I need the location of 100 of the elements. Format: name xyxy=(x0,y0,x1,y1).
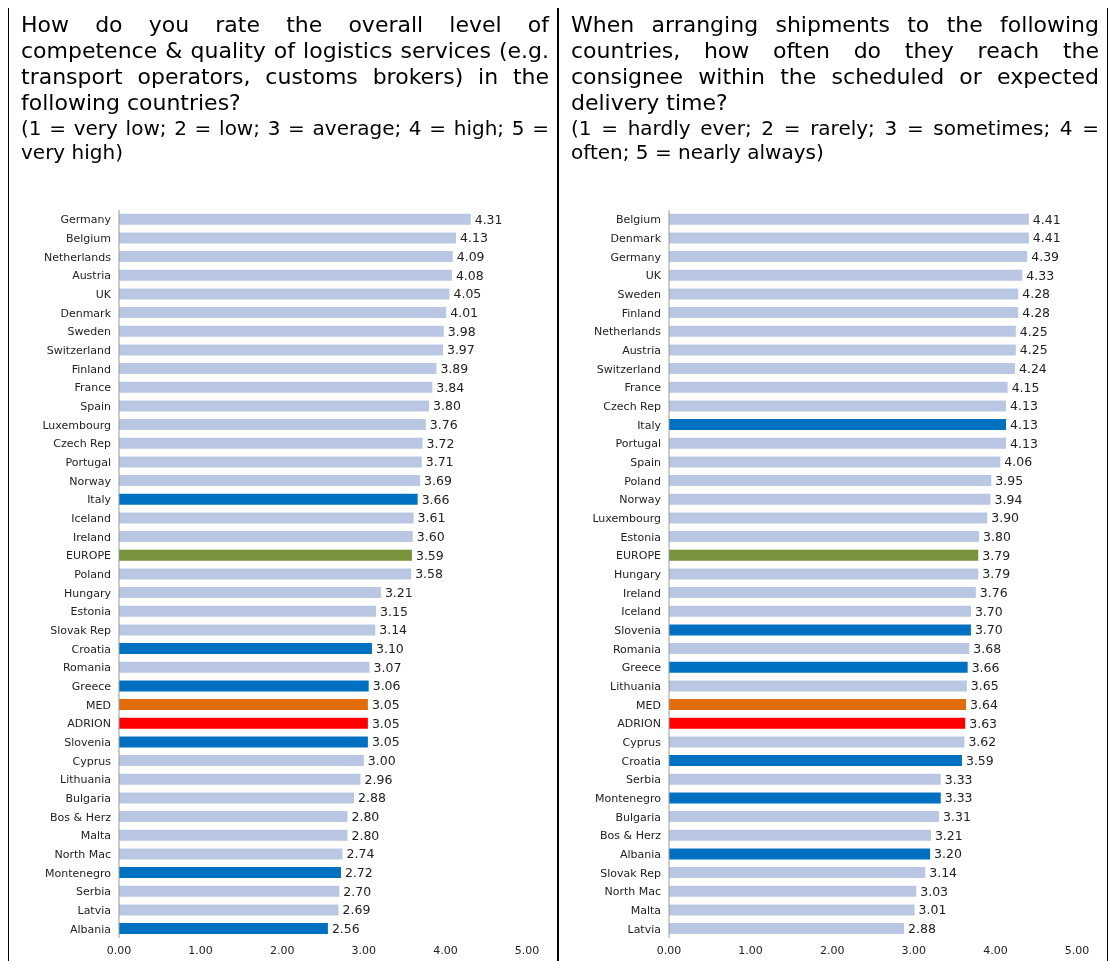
data-label: 3.79 xyxy=(982,547,1011,563)
y-tick-label: ADRION xyxy=(617,717,661,731)
bar xyxy=(669,531,980,543)
bar xyxy=(119,717,368,729)
x-tick-label: 4.00 xyxy=(433,943,458,957)
bar xyxy=(669,549,979,561)
y-tick-label: Luxembourg xyxy=(592,511,661,525)
bar xyxy=(119,699,368,711)
data-label: 2.88 xyxy=(358,790,386,806)
bar xyxy=(119,325,444,337)
bar xyxy=(669,288,1019,300)
y-tick-label: Estonia xyxy=(70,605,111,619)
bar xyxy=(119,773,361,785)
y-tick-label: Ireland xyxy=(72,530,111,544)
bar xyxy=(669,213,1029,225)
data-label: 3.76 xyxy=(429,416,458,432)
y-tick-label: Austria xyxy=(622,343,661,357)
x-tick-label: 0.00 xyxy=(106,943,132,957)
bar xyxy=(119,755,364,767)
y-tick-label: Estonia xyxy=(620,530,661,544)
y-tick-label: Hungary xyxy=(64,586,112,600)
y-tick-label: Finland xyxy=(71,362,111,376)
bar xyxy=(119,400,430,412)
y-tick-label: Slovenia xyxy=(64,735,111,749)
data-label: 3.68 xyxy=(973,640,1002,656)
x-tick-label: 1.00 xyxy=(188,943,213,957)
y-tick-label: Serbia xyxy=(75,885,111,899)
y-tick-label: Finland xyxy=(621,306,661,320)
x-tick-label: 3.00 xyxy=(351,943,377,957)
bar xyxy=(119,923,328,935)
x-tick-label: 2.00 xyxy=(269,943,295,957)
data-label: 4.39 xyxy=(1031,248,1060,264)
bar xyxy=(669,344,1016,356)
bar xyxy=(119,437,423,449)
chart-subtitle: (1 = hardly ever; 2 = rarely; 3 = sometimes; 4 = often; 5 = nearly always) xyxy=(571,116,1099,164)
y-tick-label: France xyxy=(74,381,112,395)
y-tick-label: Portugal xyxy=(615,437,661,451)
x-tick-label: 5.00 xyxy=(514,943,540,957)
y-tick-label: Germany xyxy=(610,250,662,264)
bar xyxy=(669,325,1016,337)
bar xyxy=(119,456,422,468)
data-label: 3.60 xyxy=(416,528,445,544)
y-tick-label: Poland xyxy=(624,474,661,488)
data-label: 4.33 xyxy=(1026,267,1055,283)
y-tick-label: Greece xyxy=(621,661,662,675)
bar xyxy=(669,363,1015,375)
y-tick-label: Spain xyxy=(80,399,112,413)
bar xyxy=(119,531,413,543)
data-label: 3.84 xyxy=(436,379,465,395)
y-tick-label: Spain xyxy=(630,455,662,469)
y-tick-label: EUROPE xyxy=(66,549,112,563)
y-tick-label: Bulgaria xyxy=(65,791,111,805)
bar xyxy=(669,400,1007,412)
y-tick-label: Latvia xyxy=(77,903,111,917)
y-tick-label: Serbia xyxy=(625,773,661,787)
data-label: 2.74 xyxy=(346,846,375,862)
data-label: 4.28 xyxy=(1022,304,1051,320)
data-label: 4.24 xyxy=(1018,360,1047,376)
bar xyxy=(669,251,1028,263)
data-label: 2.80 xyxy=(351,808,380,824)
bar xyxy=(119,251,453,263)
y-tick-label: Denmark xyxy=(60,306,112,320)
bar xyxy=(119,475,421,487)
bar xyxy=(669,904,915,916)
data-label: 2.72 xyxy=(344,864,373,880)
bar xyxy=(119,587,381,599)
data-label: 3.33 xyxy=(944,771,973,787)
data-label: 2.69 xyxy=(342,902,371,918)
y-tick-label: Montenegro xyxy=(44,866,112,880)
bar xyxy=(669,568,979,580)
data-label: 3.31 xyxy=(943,808,971,824)
y-tick-label: Cyprus xyxy=(622,735,662,749)
y-tick-label: Slovak Rep xyxy=(50,623,112,637)
data-label: 3.69 xyxy=(424,472,452,488)
data-label: 3.21 xyxy=(934,827,963,843)
bar xyxy=(119,643,372,655)
y-tick-label: Ireland xyxy=(622,586,661,600)
y-tick-label: Latvia xyxy=(627,922,661,936)
data-label: 3.80 xyxy=(983,528,1011,544)
bar xyxy=(119,549,412,561)
chart-title: How do you rate the overall level of competence & quality of logistics services (e.g. transport operators, customs brokers) in the following countries? xyxy=(21,12,549,116)
bar xyxy=(669,736,965,748)
data-label: 3.58 xyxy=(415,566,444,582)
bar xyxy=(669,475,992,487)
data-label: 3.14 xyxy=(929,864,958,880)
y-tick-label: Sweden xyxy=(67,325,112,339)
data-label: 3.10 xyxy=(375,640,404,656)
data-label: 3.05 xyxy=(371,734,400,750)
y-tick-label: Bos & Herz xyxy=(50,810,112,824)
data-label: 4.28 xyxy=(1022,286,1051,302)
y-tick-label: Italy xyxy=(87,493,112,507)
data-label: 2.80 xyxy=(351,827,380,843)
bar xyxy=(669,493,991,505)
data-label: 3.06 xyxy=(372,678,401,694)
bar xyxy=(669,699,967,711)
data-label: 4.13 xyxy=(1010,435,1038,451)
bar xyxy=(669,307,1019,319)
data-label: 4.05 xyxy=(453,286,482,302)
bar xyxy=(669,811,940,823)
y-tick-label: Malta xyxy=(630,903,661,917)
